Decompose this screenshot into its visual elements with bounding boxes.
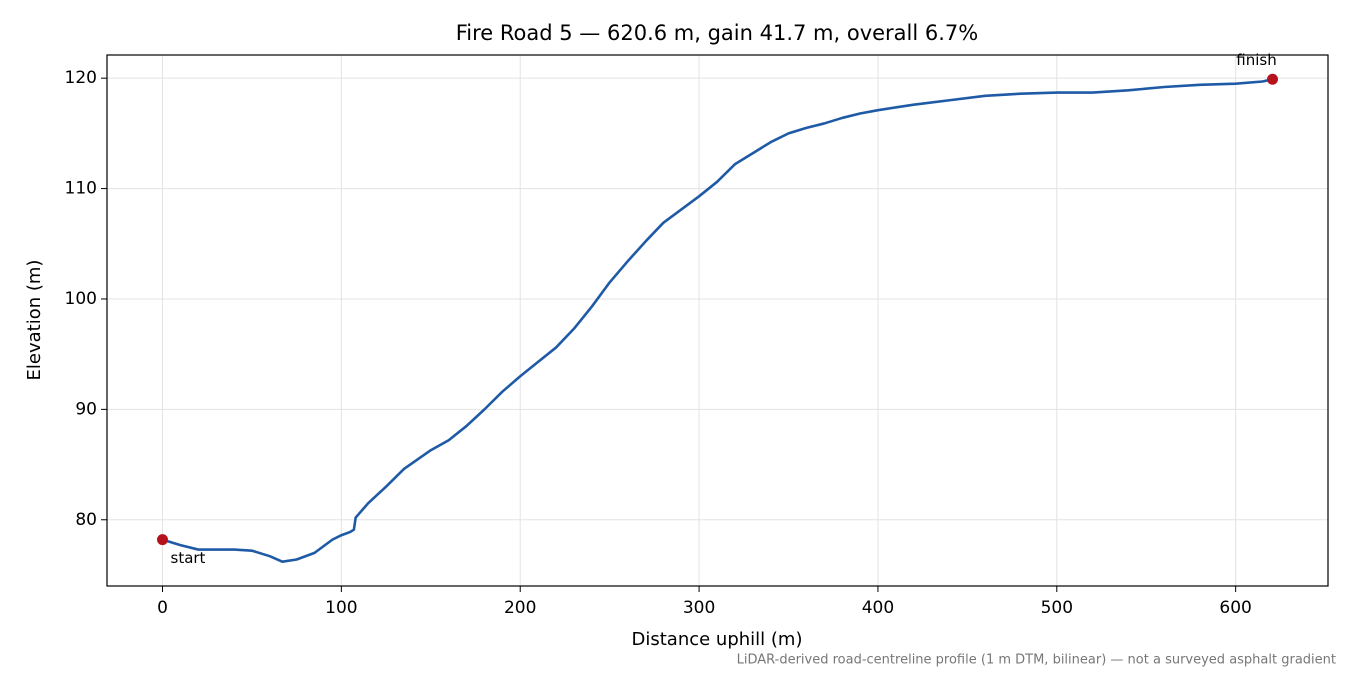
elevation-line bbox=[162, 78, 1273, 564]
x-tick-label: 400 bbox=[862, 598, 894, 618]
plot-frame bbox=[106, 54, 1329, 587]
x-tick-label: 300 bbox=[683, 598, 715, 618]
y-tick-label: 100 bbox=[65, 289, 97, 309]
y-tick-label: 110 bbox=[65, 179, 97, 199]
finish-label: finish bbox=[1236, 51, 1276, 69]
y-axis-label: Elevation (m) bbox=[24, 260, 45, 381]
x-tick-label: 0 bbox=[157, 598, 168, 618]
x-tick-label: 500 bbox=[1041, 598, 1073, 618]
start-marker bbox=[157, 534, 168, 546]
x-axis-label: Distance uphill (m) bbox=[632, 629, 803, 650]
y-tick-label: 80 bbox=[75, 510, 97, 530]
footnote: LiDAR-derived road-centreline profile (1… bbox=[737, 653, 1336, 668]
chart-title: Fire Road 5 — 620.6 m, gain 41.7 m, over… bbox=[456, 21, 979, 45]
start-label: start bbox=[171, 549, 206, 567]
x-tick-label: 200 bbox=[504, 598, 536, 618]
y-tick-label: 90 bbox=[75, 399, 97, 419]
x-tick-label: 100 bbox=[325, 598, 357, 618]
finish-marker bbox=[1267, 73, 1278, 85]
x-tick-label: 600 bbox=[1219, 598, 1251, 618]
y-tick-label: 120 bbox=[65, 68, 97, 88]
